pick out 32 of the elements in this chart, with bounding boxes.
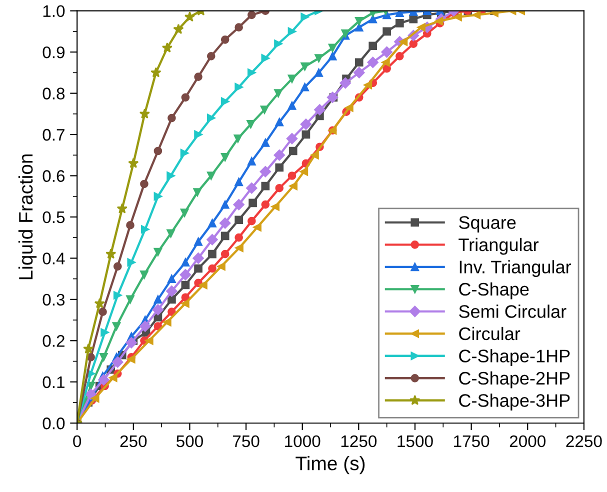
legend-label: C-Shape-3HP (459, 394, 570, 410)
y-tick-label: 0.7 (42, 128, 64, 141)
y-axis-title: Liquid Fraction (18, 154, 37, 280)
x-tick-label: 2000 (510, 435, 546, 448)
legend-label: Circular (459, 326, 520, 340)
legend-label: Semi Circular (459, 304, 566, 318)
x-tick-label: 750 (232, 435, 260, 448)
y-tick-label: 1.0 (43, 5, 65, 18)
legend-label: Square (459, 216, 516, 232)
x-axis-title: Time (s) (296, 456, 365, 474)
x-tick-label: 1750 (454, 435, 490, 448)
legend-label: C-Shape-2HP (459, 371, 570, 388)
legend-label: Inv. Triangular (460, 260, 572, 277)
x-tick-label: 0 (73, 435, 82, 448)
legend-label: Triangular (458, 238, 539, 255)
x-tick-label: 250 (120, 435, 147, 448)
y-tick-label: 0.9 (42, 46, 64, 58)
y-tick-label: 0.8 (42, 88, 65, 100)
x-tick-label: 2250 (566, 435, 602, 448)
y-tick-label: 0.1 (42, 376, 64, 388)
y-tick-label: 0.5 (42, 211, 65, 224)
legend-label: C-Shape (459, 282, 529, 300)
y-tick-label: 0.2 (42, 335, 64, 347)
x-tick-label: 1000 (285, 435, 320, 448)
y-tick-label: 0.3 (42, 294, 65, 306)
y-tick-label: 0.0 (42, 418, 65, 430)
y-tick-label: 0.6 (42, 170, 65, 182)
x-tick-label: 1250 (341, 435, 377, 448)
legend-label: C-Shape-1HP (459, 349, 570, 366)
x-tick-label: 1500 (398, 435, 433, 448)
y-tick-label: 0.4 (42, 252, 65, 264)
x-tick-label: 500 (176, 435, 203, 448)
